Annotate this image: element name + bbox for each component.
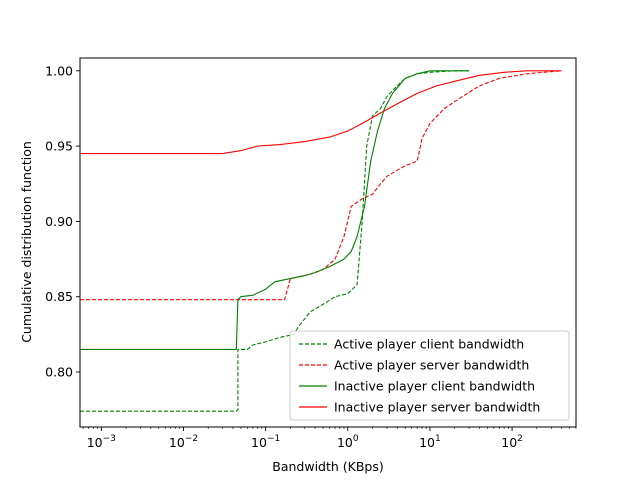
plot-frame [79,57,577,428]
x-tick-label: 100 [337,434,359,450]
legend-label-2: Active player server bandwidth [334,358,529,373]
x-axis-label: Bandwidth (KBps) [272,459,384,474]
legend-label-1: Active player client bandwidth [334,337,524,352]
y-tick-label: 0.90 [45,214,73,229]
x-tick-label: 10−3 [87,434,116,450]
x-tick-label: 10−1 [251,434,280,450]
legend: Active player client bandwidth Active pla… [289,330,570,421]
series-line-4 [80,70,562,155]
y-tick-label: 1.00 [45,63,73,78]
legend-label-4: Inactive player server bandwidth [334,400,540,415]
y-tick-label: 0.85 [45,289,73,304]
legend-label-3: Inactive player client bandwidth [334,379,535,394]
y-tick-label: 0.95 [45,139,73,154]
series-line-3 [80,70,470,350]
series-line-2 [80,70,562,301]
x-tick-label: 102 [501,434,523,450]
y-tick-label: 0.80 [45,365,73,380]
series-layer [80,70,562,412]
legend-box [289,330,570,421]
x-tick-label: 10−2 [169,434,198,450]
y-axis-label: Cumulative distribution function [19,141,34,343]
x-tick-label: 101 [419,434,441,450]
